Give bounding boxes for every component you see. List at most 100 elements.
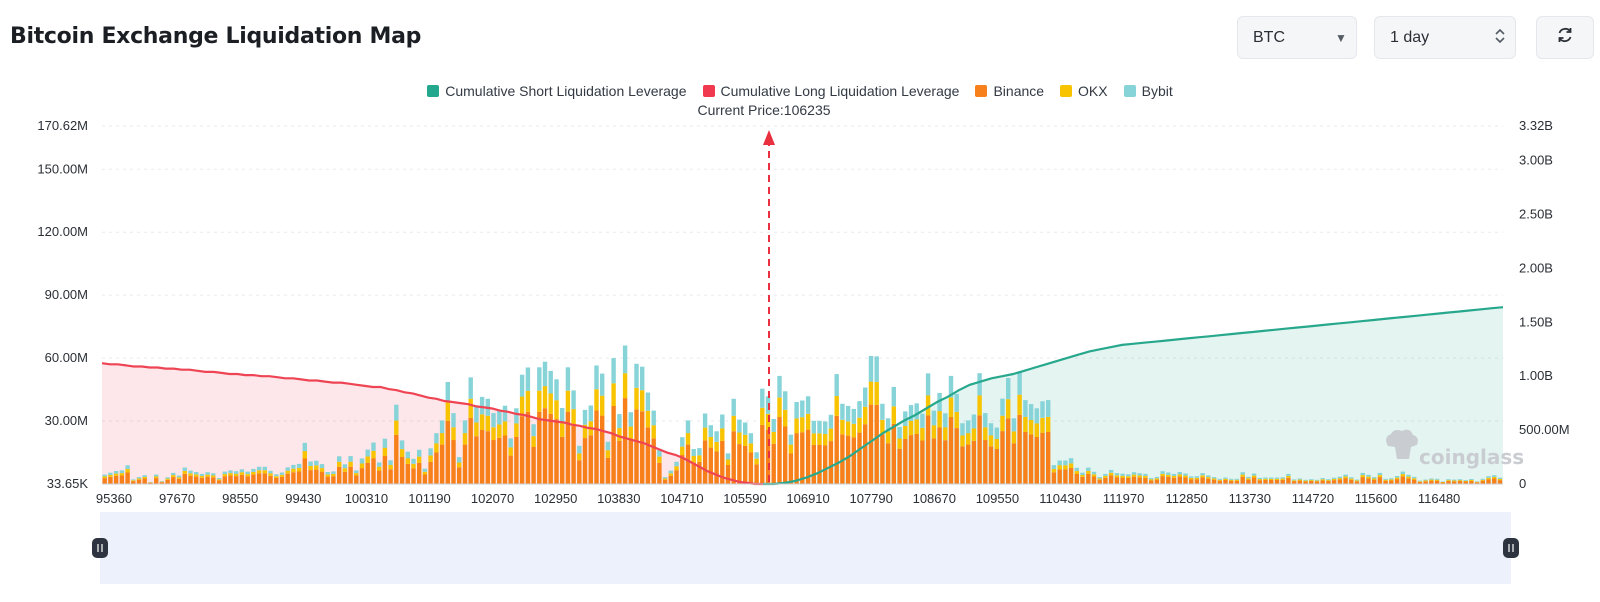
- bar-okx: [1183, 475, 1188, 478]
- legend-item-long[interactable]: Cumulative Long Liquidation Leverage: [702, 83, 959, 99]
- interval-select[interactable]: 1 day: [1374, 16, 1516, 59]
- bar-okx: [863, 406, 868, 425]
- bar-okx: [377, 466, 382, 471]
- bar-binance: [1177, 476, 1182, 484]
- bar-okx: [337, 461, 342, 467]
- bar-okx: [834, 396, 839, 416]
- symbol-select[interactable]: BTC ▼: [1237, 16, 1357, 59]
- bar-okx: [880, 419, 885, 435]
- bar-binance: [1440, 482, 1445, 484]
- bar-okx: [468, 398, 473, 418]
- bar-bybit: [771, 419, 776, 432]
- bar-binance: [154, 478, 159, 484]
- legend-swatch: [427, 85, 440, 97]
- bar-bybit: [1372, 477, 1377, 479]
- bar-okx: [1331, 479, 1337, 481]
- bar-okx: [725, 459, 731, 465]
- bar-okx: [1063, 465, 1068, 470]
- bar-okx: [508, 447, 513, 456]
- bar-okx: [1234, 479, 1240, 481]
- bar-bybit: [371, 442, 376, 451]
- bar-okx: [1206, 477, 1211, 479]
- legend-item-bybit[interactable]: Bybit: [1123, 83, 1173, 99]
- bar-binance: [634, 409, 639, 484]
- bar-okx: [994, 438, 999, 449]
- bar-binance: [136, 479, 142, 484]
- bar-binance: [880, 434, 885, 484]
- bar-okx: [1309, 480, 1314, 481]
- bar-okx: [1343, 476, 1348, 479]
- bar-okx: [125, 469, 130, 473]
- x-tick-label: 103830: [597, 491, 640, 506]
- bar-bybit: [1492, 475, 1497, 477]
- bar-bybit: [600, 373, 605, 396]
- bar-binance: [1097, 479, 1102, 484]
- bar-bybit: [399, 440, 405, 450]
- bar-binance: [748, 452, 754, 484]
- bar-bybit: [1063, 460, 1068, 466]
- bar-okx: [1497, 479, 1503, 481]
- bar-okx: [245, 474, 250, 477]
- bar-bybit: [188, 470, 193, 474]
- bar-bybit: [1309, 479, 1314, 481]
- bar-okx: [365, 456, 370, 463]
- bar-binance: [1011, 443, 1017, 484]
- bar-binance: [279, 476, 285, 484]
- refresh-button[interactable]: [1536, 16, 1594, 59]
- legend-item-okx[interactable]: OKX: [1060, 83, 1108, 99]
- bar-binance: [342, 471, 348, 484]
- zoom-range-track[interactable]: [100, 512, 1511, 584]
- bar-binance: [960, 446, 965, 484]
- bar-bybit: [296, 463, 302, 468]
- bar-okx: [445, 402, 450, 421]
- bar-bybit: [491, 413, 496, 428]
- legend-item-binance[interactable]: Binance: [975, 83, 1044, 99]
- bar-binance: [851, 437, 856, 484]
- zoom-handle-left[interactable]: [92, 538, 108, 558]
- bar-binance: [948, 417, 954, 484]
- bar-okx: [359, 463, 365, 469]
- bar-okx: [1377, 475, 1383, 478]
- bar-okx: [1137, 475, 1142, 478]
- bar-bybit: [1452, 479, 1457, 481]
- bar-okx: [159, 481, 165, 483]
- bar-bybit: [314, 460, 319, 466]
- bar-okx: [1366, 476, 1371, 479]
- bar-bybit: [474, 407, 479, 423]
- bar-bybit: [514, 408, 519, 424]
- bar-okx: [760, 407, 765, 425]
- bar-okx: [1166, 474, 1171, 477]
- x-tick-label: 106910: [786, 491, 829, 506]
- bar-okx: [1314, 480, 1320, 482]
- bar-binance: [1429, 480, 1434, 484]
- bar-bybit: [142, 475, 147, 477]
- bar-bybit: [1360, 472, 1365, 476]
- bar-okx: [1457, 480, 1463, 481]
- bar-okx: [554, 400, 559, 419]
- bar-okx: [1412, 478, 1417, 480]
- bar-binance: [131, 481, 136, 484]
- bar-bybit: [256, 466, 262, 471]
- bar-bybit: [783, 391, 788, 410]
- bar-okx: [600, 395, 605, 416]
- bar-binance: [920, 440, 925, 484]
- legend-item-short[interactable]: Cumulative Short Liquidation Leverage: [427, 83, 687, 99]
- bar-okx: [485, 415, 490, 432]
- bar-bybit: [565, 367, 571, 391]
- legend-swatch: [702, 85, 715, 97]
- bar-binance: [314, 469, 319, 484]
- bar-okx: [102, 476, 107, 479]
- bar-okx: [1492, 476, 1497, 479]
- bar-binance: [262, 473, 267, 484]
- bar-binance: [119, 475, 125, 484]
- bar-bybit: [365, 449, 370, 457]
- bar-okx: [954, 411, 959, 428]
- bar-okx: [1189, 478, 1194, 480]
- bar-okx: [491, 427, 496, 441]
- zoom-handle-right[interactable]: [1503, 538, 1519, 558]
- bar-binance: [165, 479, 170, 484]
- bar-okx: [1217, 479, 1222, 481]
- bar-binance: [182, 473, 187, 484]
- bar-binance: [388, 469, 393, 484]
- bar-okx: [1349, 478, 1354, 480]
